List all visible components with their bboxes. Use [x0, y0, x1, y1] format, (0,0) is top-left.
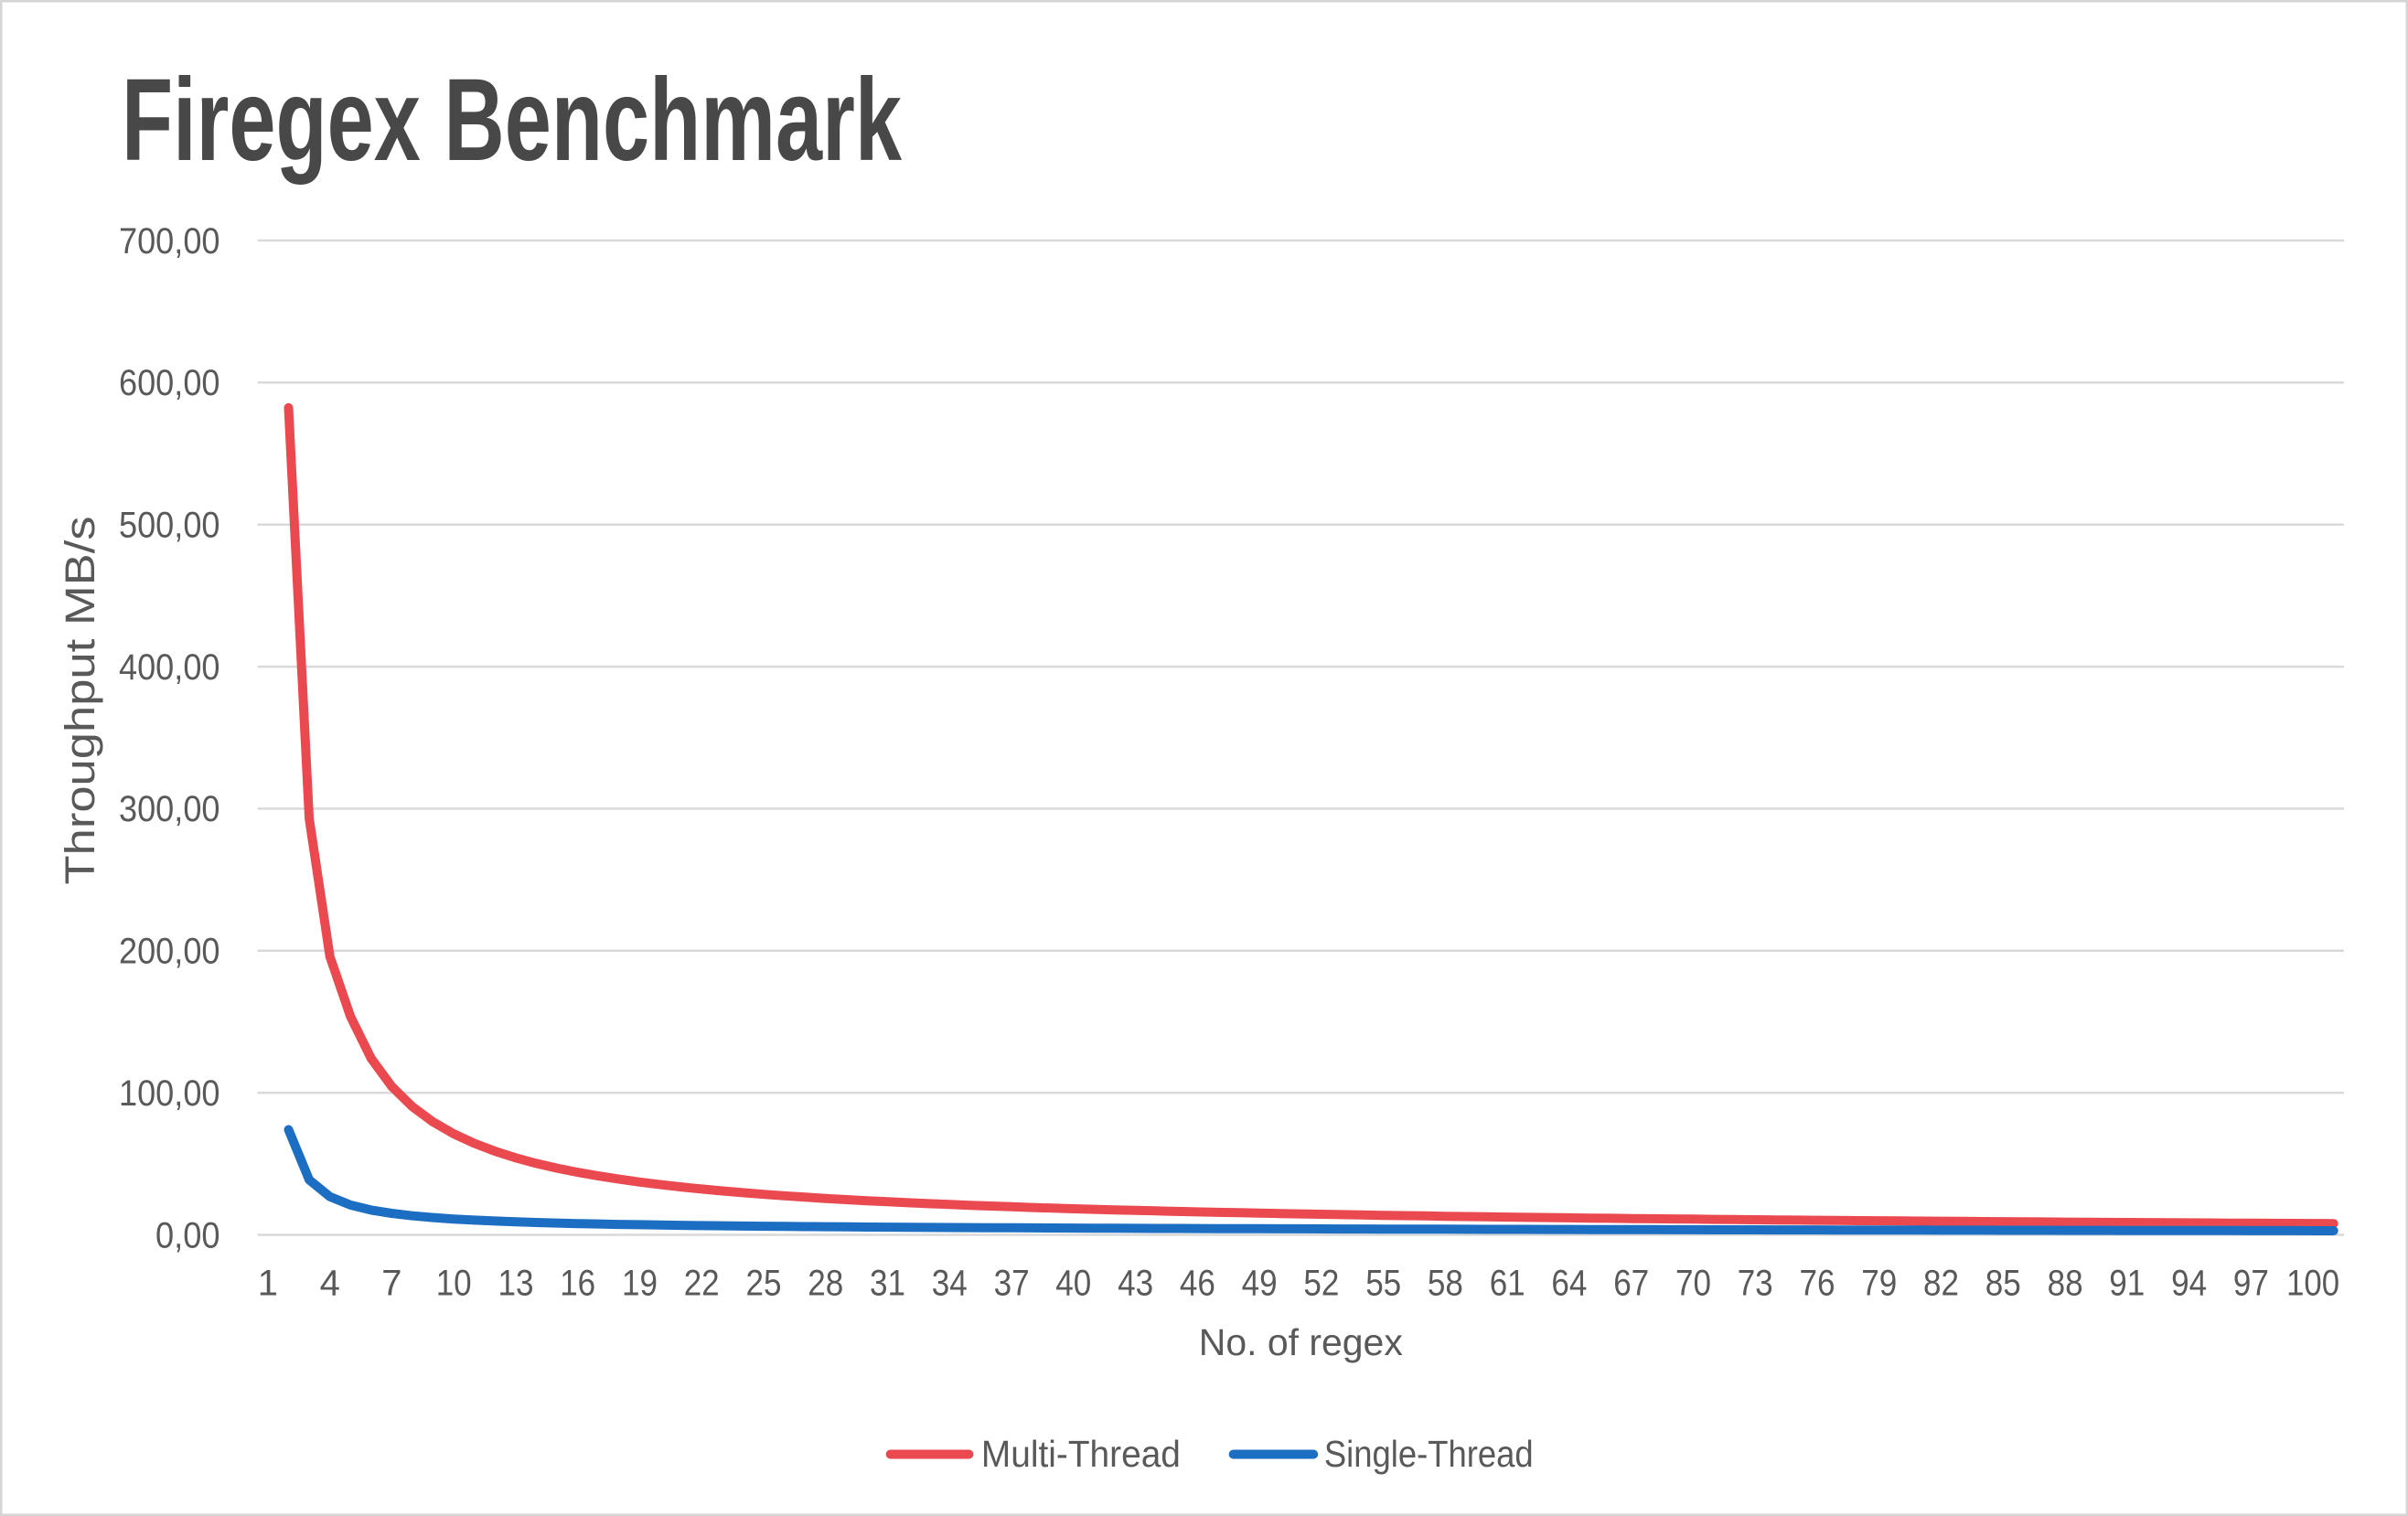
svg-text:46: 46	[1180, 1264, 1215, 1304]
svg-text:400,00: 400,00	[119, 647, 220, 688]
svg-text:25: 25	[746, 1264, 782, 1304]
svg-text:28: 28	[808, 1264, 843, 1304]
svg-text:200,00: 200,00	[119, 932, 220, 972]
svg-text:13: 13	[498, 1264, 534, 1304]
svg-text:4: 4	[320, 1264, 340, 1304]
svg-text:Multi-Thread: Multi-Thread	[981, 1433, 1181, 1475]
svg-text:76: 76	[1800, 1264, 1835, 1304]
svg-text:700,00: 700,00	[119, 221, 220, 262]
svg-text:91: 91	[2109, 1264, 2145, 1304]
svg-text:34: 34	[932, 1264, 968, 1304]
svg-text:43: 43	[1118, 1264, 1153, 1304]
svg-text:61: 61	[1490, 1264, 1525, 1304]
svg-text:85: 85	[1985, 1264, 2021, 1304]
svg-text:64: 64	[1551, 1264, 1587, 1304]
svg-text:100,00: 100,00	[119, 1073, 220, 1114]
svg-text:Throughput MB/s: Throughput MB/s	[57, 517, 103, 885]
svg-text:58: 58	[1428, 1264, 1463, 1304]
svg-text:31: 31	[870, 1264, 905, 1304]
svg-text:22: 22	[684, 1264, 720, 1304]
svg-text:37: 37	[994, 1264, 1030, 1304]
svg-text:70: 70	[1675, 1264, 1711, 1304]
svg-text:100: 100	[2286, 1264, 2339, 1304]
svg-text:52: 52	[1303, 1264, 1339, 1304]
svg-text:49: 49	[1242, 1264, 1278, 1304]
svg-text:97: 97	[2233, 1264, 2269, 1304]
svg-text:94: 94	[2171, 1264, 2207, 1304]
svg-text:Firegex Benchmark: Firegex Benchmark	[122, 55, 903, 186]
svg-text:73: 73	[1738, 1264, 1773, 1304]
svg-text:55: 55	[1365, 1264, 1401, 1304]
svg-text:82: 82	[1923, 1264, 1959, 1304]
svg-text:No. of regex: No. of regex	[1199, 1321, 1403, 1363]
svg-text:7: 7	[381, 1264, 401, 1304]
svg-text:16: 16	[560, 1264, 595, 1304]
svg-text:88: 88	[2048, 1264, 2083, 1304]
svg-text:67: 67	[1613, 1264, 1649, 1304]
svg-text:1: 1	[258, 1264, 278, 1304]
svg-text:Single-Thread: Single-Thread	[1324, 1433, 1534, 1475]
svg-text:19: 19	[622, 1264, 658, 1304]
svg-text:600,00: 600,00	[119, 363, 220, 403]
svg-text:10: 10	[436, 1264, 472, 1304]
svg-text:500,00: 500,00	[119, 506, 220, 546]
svg-text:300,00: 300,00	[119, 789, 220, 829]
svg-text:0,00: 0,00	[155, 1215, 220, 1255]
svg-text:40: 40	[1055, 1264, 1091, 1304]
svg-text:79: 79	[1861, 1264, 1897, 1304]
